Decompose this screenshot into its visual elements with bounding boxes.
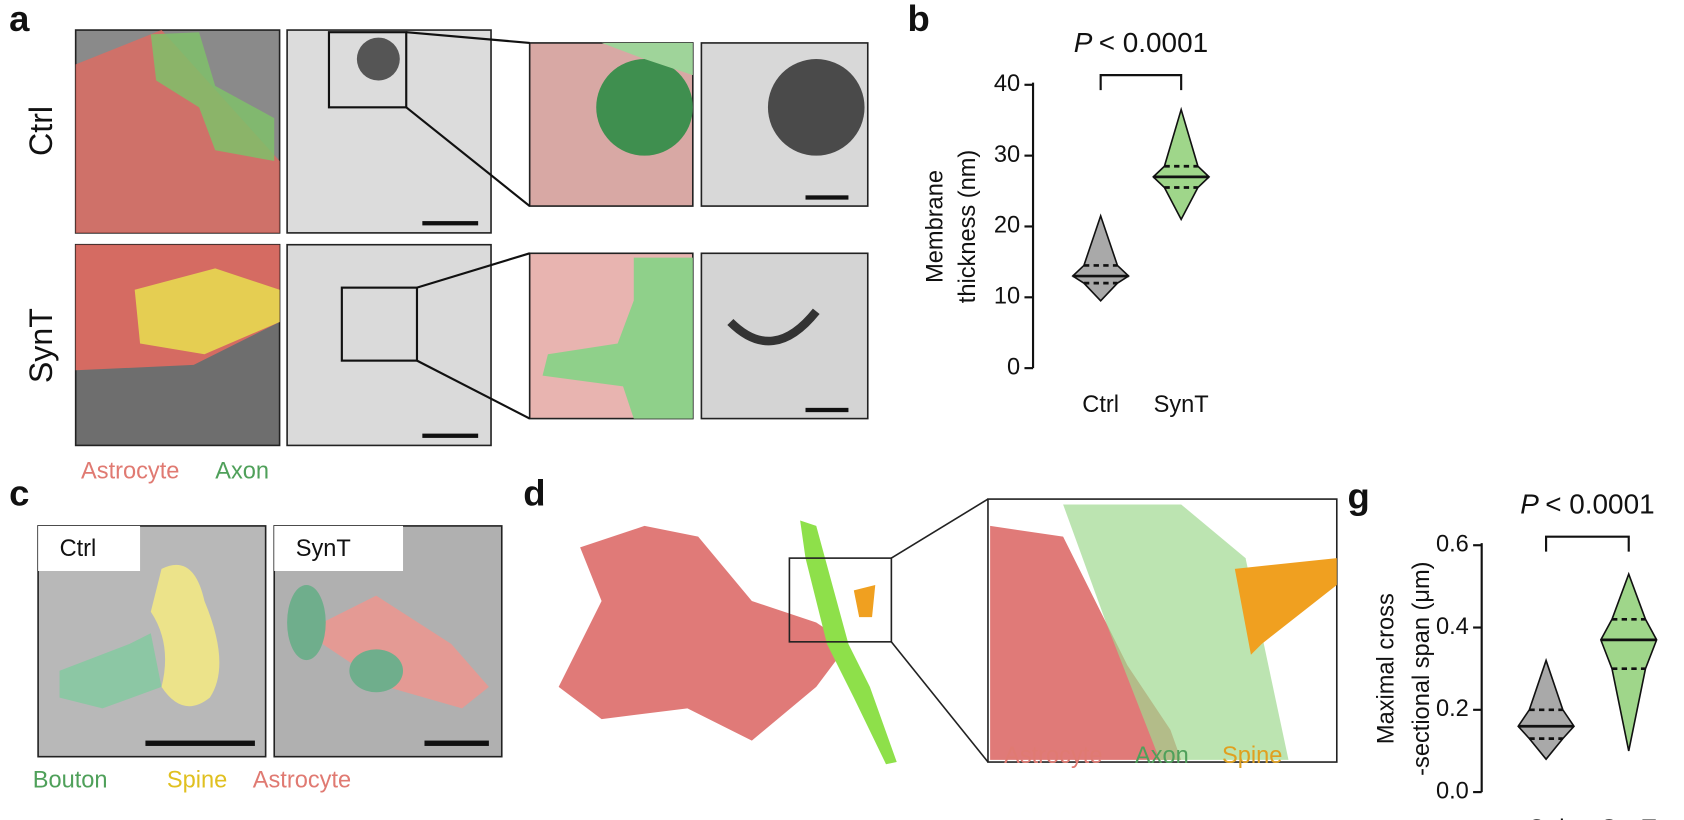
y-tick-label: 10 bbox=[994, 284, 1020, 310]
y-axis-label: thickness (nm) bbox=[955, 150, 981, 304]
y-tick-label: 20 bbox=[994, 213, 1020, 239]
image-label: Ctrl bbox=[60, 536, 97, 562]
violin bbox=[1599, 571, 1658, 752]
panel-c-images bbox=[37, 525, 503, 758]
panel-a-images bbox=[74, 29, 869, 447]
panel-letter: g bbox=[1348, 476, 1370, 517]
p-text: < 0.0001 bbox=[1099, 27, 1208, 58]
violin bbox=[1152, 106, 1211, 222]
panel-letter: d bbox=[523, 473, 545, 514]
row-label: Ctrl bbox=[23, 106, 59, 156]
panel-d-render bbox=[558, 498, 1338, 765]
panel-letter: c bbox=[9, 473, 29, 514]
panel-letter: b bbox=[907, 0, 929, 39]
image-label: SynT bbox=[296, 536, 351, 562]
legend-item: Bouton bbox=[33, 768, 108, 794]
y-tick-label: 0 bbox=[1007, 354, 1020, 380]
significance-bracket bbox=[1099, 74, 1183, 91]
y-tick-label: 0.0 bbox=[1436, 778, 1469, 804]
y-tick-label: 0.4 bbox=[1436, 614, 1469, 640]
row-label: SynT bbox=[23, 308, 59, 383]
legend-item: Astrocyte bbox=[81, 458, 179, 484]
x-tick-label: Ctrl bbox=[1082, 392, 1119, 418]
y-axis-label: -sectional span (μm) bbox=[1409, 561, 1435, 775]
y-tick-label: 40 bbox=[994, 71, 1020, 97]
y-tick-label: 30 bbox=[994, 142, 1020, 168]
violin bbox=[1517, 657, 1576, 761]
p-symbol: P bbox=[1520, 489, 1539, 520]
p-value: P < 0.0001 bbox=[1520, 489, 1654, 520]
y-tick-label: 0.6 bbox=[1436, 531, 1469, 557]
violin bbox=[1071, 213, 1130, 303]
legend-item: Astrocyte bbox=[1004, 743, 1102, 769]
legend-item: Spine bbox=[1222, 743, 1282, 769]
p-text: < 0.0001 bbox=[1545, 489, 1654, 520]
x-tick-label: Ctrl bbox=[1528, 816, 1565, 820]
p-symbol: P bbox=[1074, 27, 1093, 58]
legend-item: Astrocyte bbox=[253, 768, 351, 794]
legend-item: Axon bbox=[215, 458, 269, 484]
x-tick-label: SynT bbox=[1154, 392, 1209, 418]
legend-item: Spine bbox=[167, 768, 227, 794]
legend-item: Axon bbox=[1135, 743, 1189, 769]
y-axis-label: Maximal cross bbox=[1373, 593, 1399, 744]
p-value: P < 0.0001 bbox=[1074, 27, 1208, 58]
y-axis-label: Membrane bbox=[923, 170, 949, 283]
x-tick-label: SynT bbox=[1601, 816, 1656, 820]
panel-letter: a bbox=[9, 0, 30, 39]
y-tick-label: 0.2 bbox=[1436, 696, 1469, 722]
significance-bracket bbox=[1545, 535, 1630, 552]
